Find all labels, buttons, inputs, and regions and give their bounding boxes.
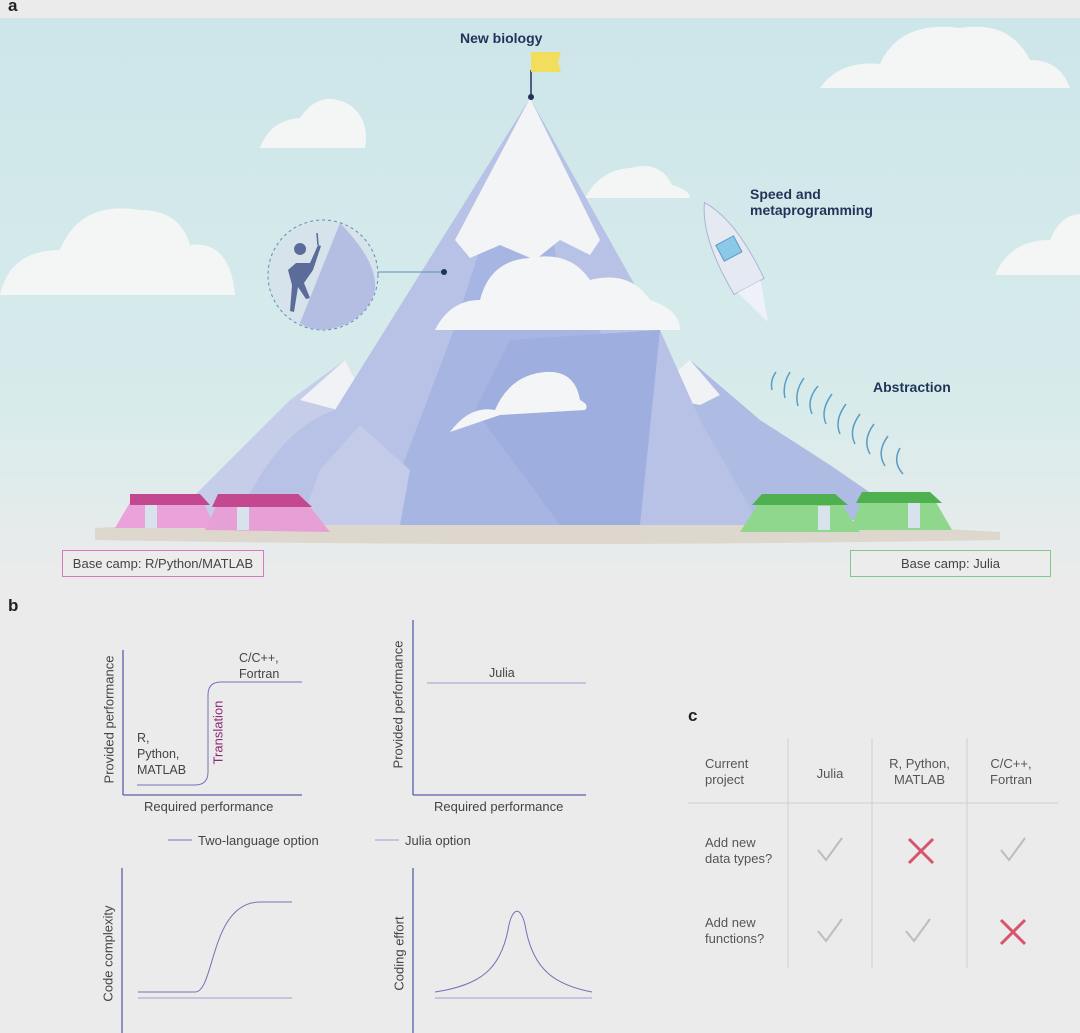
- table-row-label-functions: Add new functions?: [705, 915, 764, 947]
- plot2-xlabel: Required performance: [434, 799, 564, 814]
- row-label-line1: Add new: [705, 915, 756, 930]
- cross-icon: [999, 918, 1027, 946]
- table-header-c-fortran: C/C++, Fortran: [967, 756, 1055, 788]
- julia-line-label: Julia: [489, 666, 515, 680]
- table-corner-label: Current project: [705, 756, 748, 788]
- panel-label-c: c: [688, 706, 698, 725]
- complexity-two-language-curve: [138, 901, 292, 993]
- translation-label: Translation: [210, 700, 226, 765]
- two-language-step-line: [137, 681, 302, 786]
- effort-two-language-curve: [434, 910, 593, 993]
- rocket-label: Speed and metaprogramming: [750, 186, 873, 218]
- plot3-ylabel: Code complexity: [100, 905, 116, 1002]
- legend-julia-label: Julia option: [405, 833, 471, 848]
- climber-icon: [267, 219, 447, 331]
- high-label-line2: Fortran: [239, 667, 280, 681]
- panel-label-b: b: [8, 596, 19, 615]
- signal-icon: [770, 371, 904, 475]
- row-label-line1: Add new: [705, 835, 756, 850]
- mountain-illustration: [0, 18, 1080, 578]
- header-line2: MATLAB: [893, 772, 946, 787]
- row-label-line2: data types?: [705, 851, 773, 866]
- legend-two-language-label: Two-language option: [198, 833, 319, 848]
- base-camp-right-box: Base camp: Julia: [850, 550, 1051, 577]
- base-camp-left-box: Base camp: R/Python/MATLAB: [62, 550, 264, 577]
- low-label-line1: R,: [137, 731, 150, 745]
- clouds: [0, 26, 1080, 295]
- table-header-r-python-matlab: R, Python, MATLAB: [872, 756, 967, 788]
- rocket-label-line2: metaprogramming: [750, 202, 873, 218]
- header-line1: R, Python,: [889, 756, 950, 771]
- header-line1: C/C++,: [990, 756, 1032, 771]
- signal-label: Abstraction: [873, 379, 951, 395]
- row-label-line2: functions?: [705, 931, 765, 946]
- corner-line1: Current: [705, 756, 749, 771]
- check-icon: [817, 837, 843, 862]
- flag-icon: [531, 52, 561, 72]
- plot1-ylabel: Provided performance: [101, 655, 117, 784]
- low-label-line2: Python,: [137, 747, 180, 761]
- plot2-ylabel: Provided performance: [390, 640, 406, 769]
- plot1-xlabel: Required performance: [144, 799, 274, 814]
- plot1-low-label: R, Python, MATLAB: [137, 730, 186, 778]
- snow-cap: [455, 98, 600, 260]
- summit-label: New biology: [460, 30, 543, 46]
- table-row-label-data-types: Add new data types?: [705, 835, 772, 867]
- tent-left-icon: [115, 494, 330, 532]
- table-marks: [817, 837, 1027, 946]
- cross-icon: [907, 837, 935, 865]
- plot1-high-label: C/C++, Fortran: [239, 650, 279, 682]
- tent-right-icon: [740, 492, 952, 532]
- check-icon: [905, 918, 931, 943]
- check-icon: [1000, 837, 1026, 862]
- low-label-line3: MATLAB: [137, 763, 187, 777]
- header-line2: Fortran: [990, 772, 1032, 787]
- table-header-julia: Julia: [816, 766, 844, 781]
- corner-line2: project: [705, 772, 745, 787]
- high-label-line1: C/C++,: [239, 651, 279, 665]
- check-icon: [817, 918, 843, 943]
- rocket-label-line1: Speed and: [750, 186, 821, 202]
- plot4-ylabel: Coding effort: [391, 916, 407, 991]
- panel-label-a: a: [8, 0, 18, 15]
- rocket-icon: [703, 201, 768, 322]
